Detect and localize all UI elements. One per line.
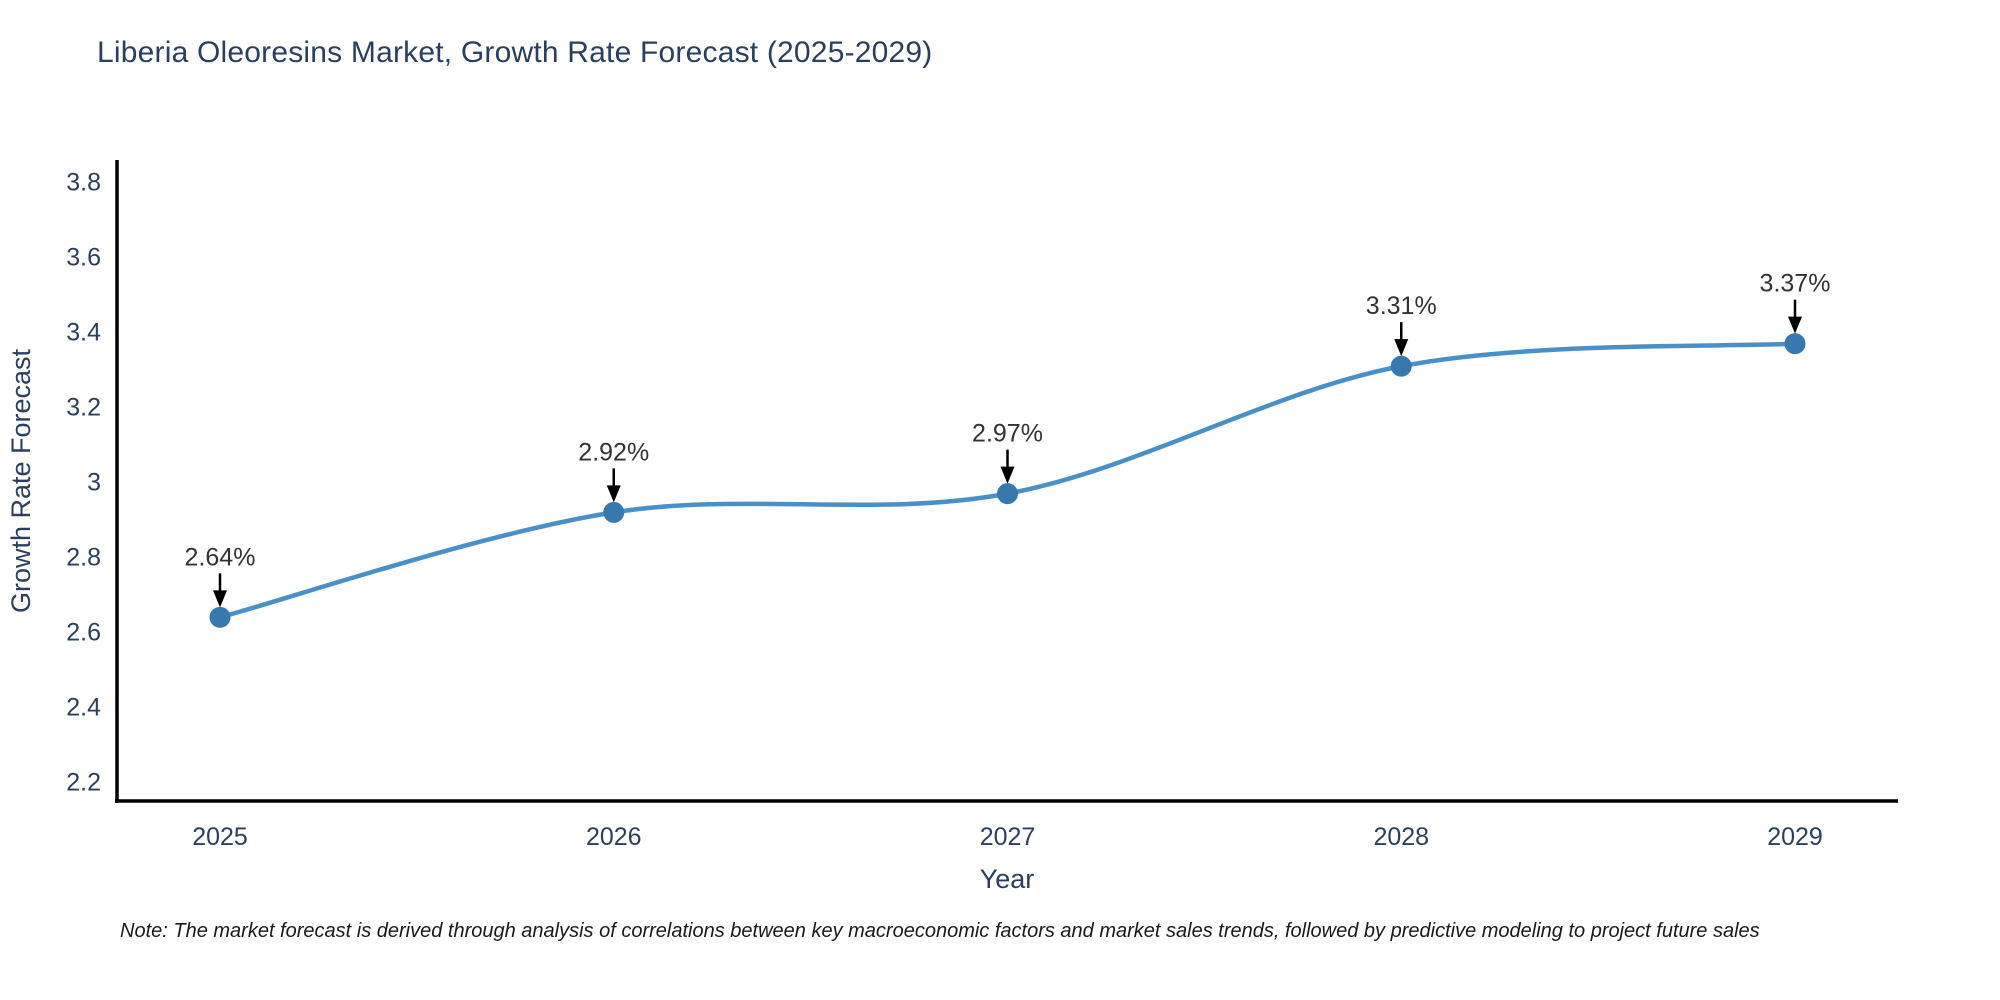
- x-axis-tick-label: 2027: [980, 823, 1036, 851]
- y-axis-tick-label: 3: [87, 468, 101, 496]
- annotation-arrowhead: [606, 485, 621, 503]
- y-axis-title: Growth Rate Forecast: [6, 348, 36, 613]
- annotation-arrowhead: [213, 590, 227, 608]
- y-axis-tick-label: 3.8: [66, 168, 101, 196]
- annotation-arrowhead: [1394, 339, 1409, 357]
- annotation-arrowhead: [1000, 466, 1015, 484]
- y-axis-tick-label: 2.6: [66, 618, 101, 646]
- data-point-label: 3.31%: [1366, 292, 1437, 320]
- x-axis-tick-label: 2026: [586, 823, 642, 851]
- data-point-label: 2.97%: [972, 420, 1043, 448]
- chart-title: Liberia Oleoresins Market, Growth Rate F…: [97, 36, 933, 69]
- y-axis-tick-label: 3.6: [66, 243, 101, 271]
- data-point-label: 2.92%: [578, 438, 649, 466]
- y-axis-tick-label: 2.2: [66, 768, 101, 796]
- data-point-marker: [209, 606, 231, 628]
- annotation-arrowhead: [1788, 316, 1802, 334]
- data-point-marker: [1784, 333, 1806, 355]
- y-axis-tick-label: 3.4: [66, 318, 101, 346]
- x-axis-tick-label: 2029: [1767, 823, 1823, 851]
- x-axis-tick-label: 2028: [1373, 823, 1429, 851]
- data-point-marker: [997, 483, 1018, 505]
- footnote: Note: The market forecast is derived thr…: [120, 920, 1760, 942]
- data-point-label: 2.64%: [185, 543, 256, 571]
- data-point-marker: [603, 501, 625, 523]
- x-axis-tick-label: 2025: [192, 823, 248, 851]
- y-axis-tick-label: 3.2: [66, 393, 101, 421]
- x-axis-title: Year: [980, 864, 1035, 894]
- data-point-label: 3.37%: [1760, 270, 1831, 298]
- y-axis-tick-label: 2.8: [66, 543, 101, 571]
- data-point-marker: [1390, 355, 1412, 377]
- y-axis-tick-label: 2.4: [66, 693, 101, 721]
